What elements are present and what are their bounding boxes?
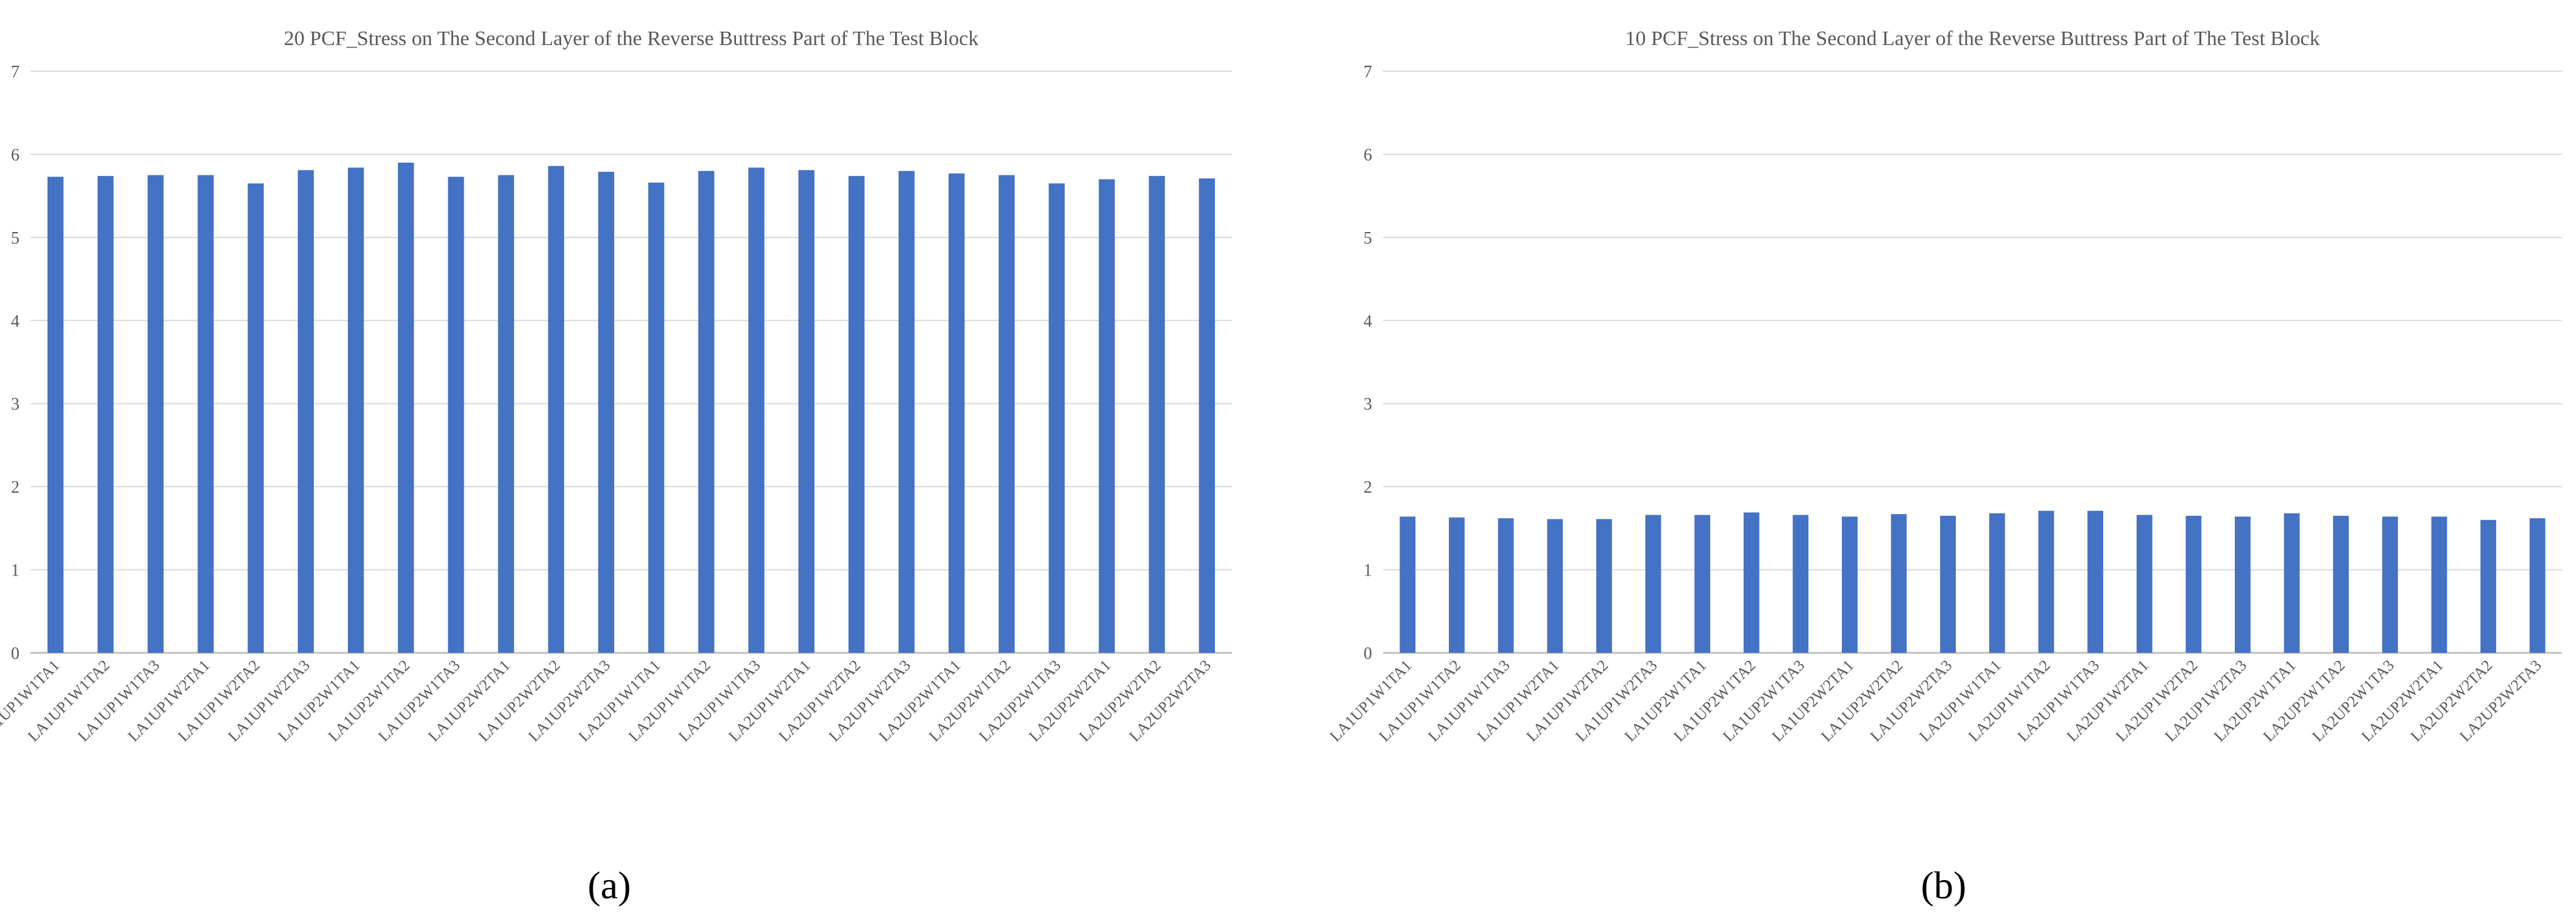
bar <box>1891 514 1907 653</box>
bar <box>748 167 765 653</box>
bar <box>999 175 1015 653</box>
bar <box>2431 516 2447 653</box>
y-tick-label: 2 <box>1364 478 1372 497</box>
bar <box>1989 513 2005 653</box>
y-tick-label: 3 <box>1364 395 1372 414</box>
bar <box>2480 519 2496 653</box>
bar <box>2185 515 2202 653</box>
bar <box>2382 516 2398 653</box>
bar <box>898 171 915 653</box>
bar <box>1743 512 1760 653</box>
bar <box>948 173 965 653</box>
bar <box>1842 516 1858 653</box>
bar <box>698 171 715 653</box>
bar <box>848 175 865 653</box>
bar <box>1498 518 1514 653</box>
bar <box>247 183 264 653</box>
bar <box>2136 515 2153 653</box>
bar <box>398 163 414 653</box>
bar <box>448 177 464 653</box>
bar <box>598 172 615 653</box>
bar <box>2284 513 2300 653</box>
chart-title: 20 PCF_Stress on The Second Layer of the… <box>284 27 978 50</box>
bar <box>347 167 364 653</box>
bar <box>197 175 214 653</box>
bar <box>47 177 64 653</box>
y-tick-label: 4 <box>11 312 19 331</box>
bar <box>1049 183 1065 653</box>
y-tick-label: 5 <box>1364 229 1372 248</box>
y-tick-label: 3 <box>11 395 19 414</box>
bar <box>1099 179 1115 653</box>
bar <box>2038 510 2054 653</box>
bar <box>1694 515 1710 653</box>
bar <box>1547 519 1563 653</box>
y-tick-label: 0 <box>1364 644 1372 663</box>
panel-label: (a) <box>587 864 631 907</box>
y-tick-label: 0 <box>11 644 19 663</box>
bar <box>1596 519 1612 653</box>
bar <box>2087 510 2103 653</box>
bar <box>648 182 665 653</box>
y-tick-label: 7 <box>1364 63 1372 82</box>
bar <box>1792 515 1809 653</box>
y-tick-label: 6 <box>11 146 19 164</box>
bar <box>2529 518 2546 653</box>
y-tick-label: 4 <box>1364 312 1372 331</box>
bar <box>498 175 514 653</box>
bar <box>97 175 114 653</box>
y-tick-label: 5 <box>11 229 19 248</box>
panel-label: (b) <box>1921 864 1967 907</box>
chart-title: 10 PCF_Stress on The Second Layer of the… <box>1625 27 2319 50</box>
bar <box>1449 517 1465 653</box>
bar <box>798 170 815 653</box>
y-tick-label: 1 <box>1364 562 1372 580</box>
chart-panel-a: 20 PCF_Stress on The Second Layer of the… <box>0 27 1232 907</box>
chart-panel-b: 10 PCF_Stress on The Second Layer of the… <box>1326 27 2562 907</box>
y-tick-label: 2 <box>11 478 19 497</box>
y-tick-label: 6 <box>1364 146 1372 164</box>
bar <box>1940 515 1956 653</box>
y-tick-label: 7 <box>11 63 19 82</box>
bar <box>297 170 314 653</box>
bar <box>1148 175 1165 653</box>
bar <box>1399 516 1416 653</box>
bar <box>548 166 564 653</box>
bar <box>2235 516 2251 653</box>
y-tick-label: 1 <box>11 562 19 580</box>
bar <box>1198 178 1215 653</box>
x-tick-label: LA1UP1W1TA1 <box>1326 657 1415 745</box>
bar <box>147 175 164 653</box>
bar <box>2333 515 2349 653</box>
bar <box>1645 515 1661 653</box>
